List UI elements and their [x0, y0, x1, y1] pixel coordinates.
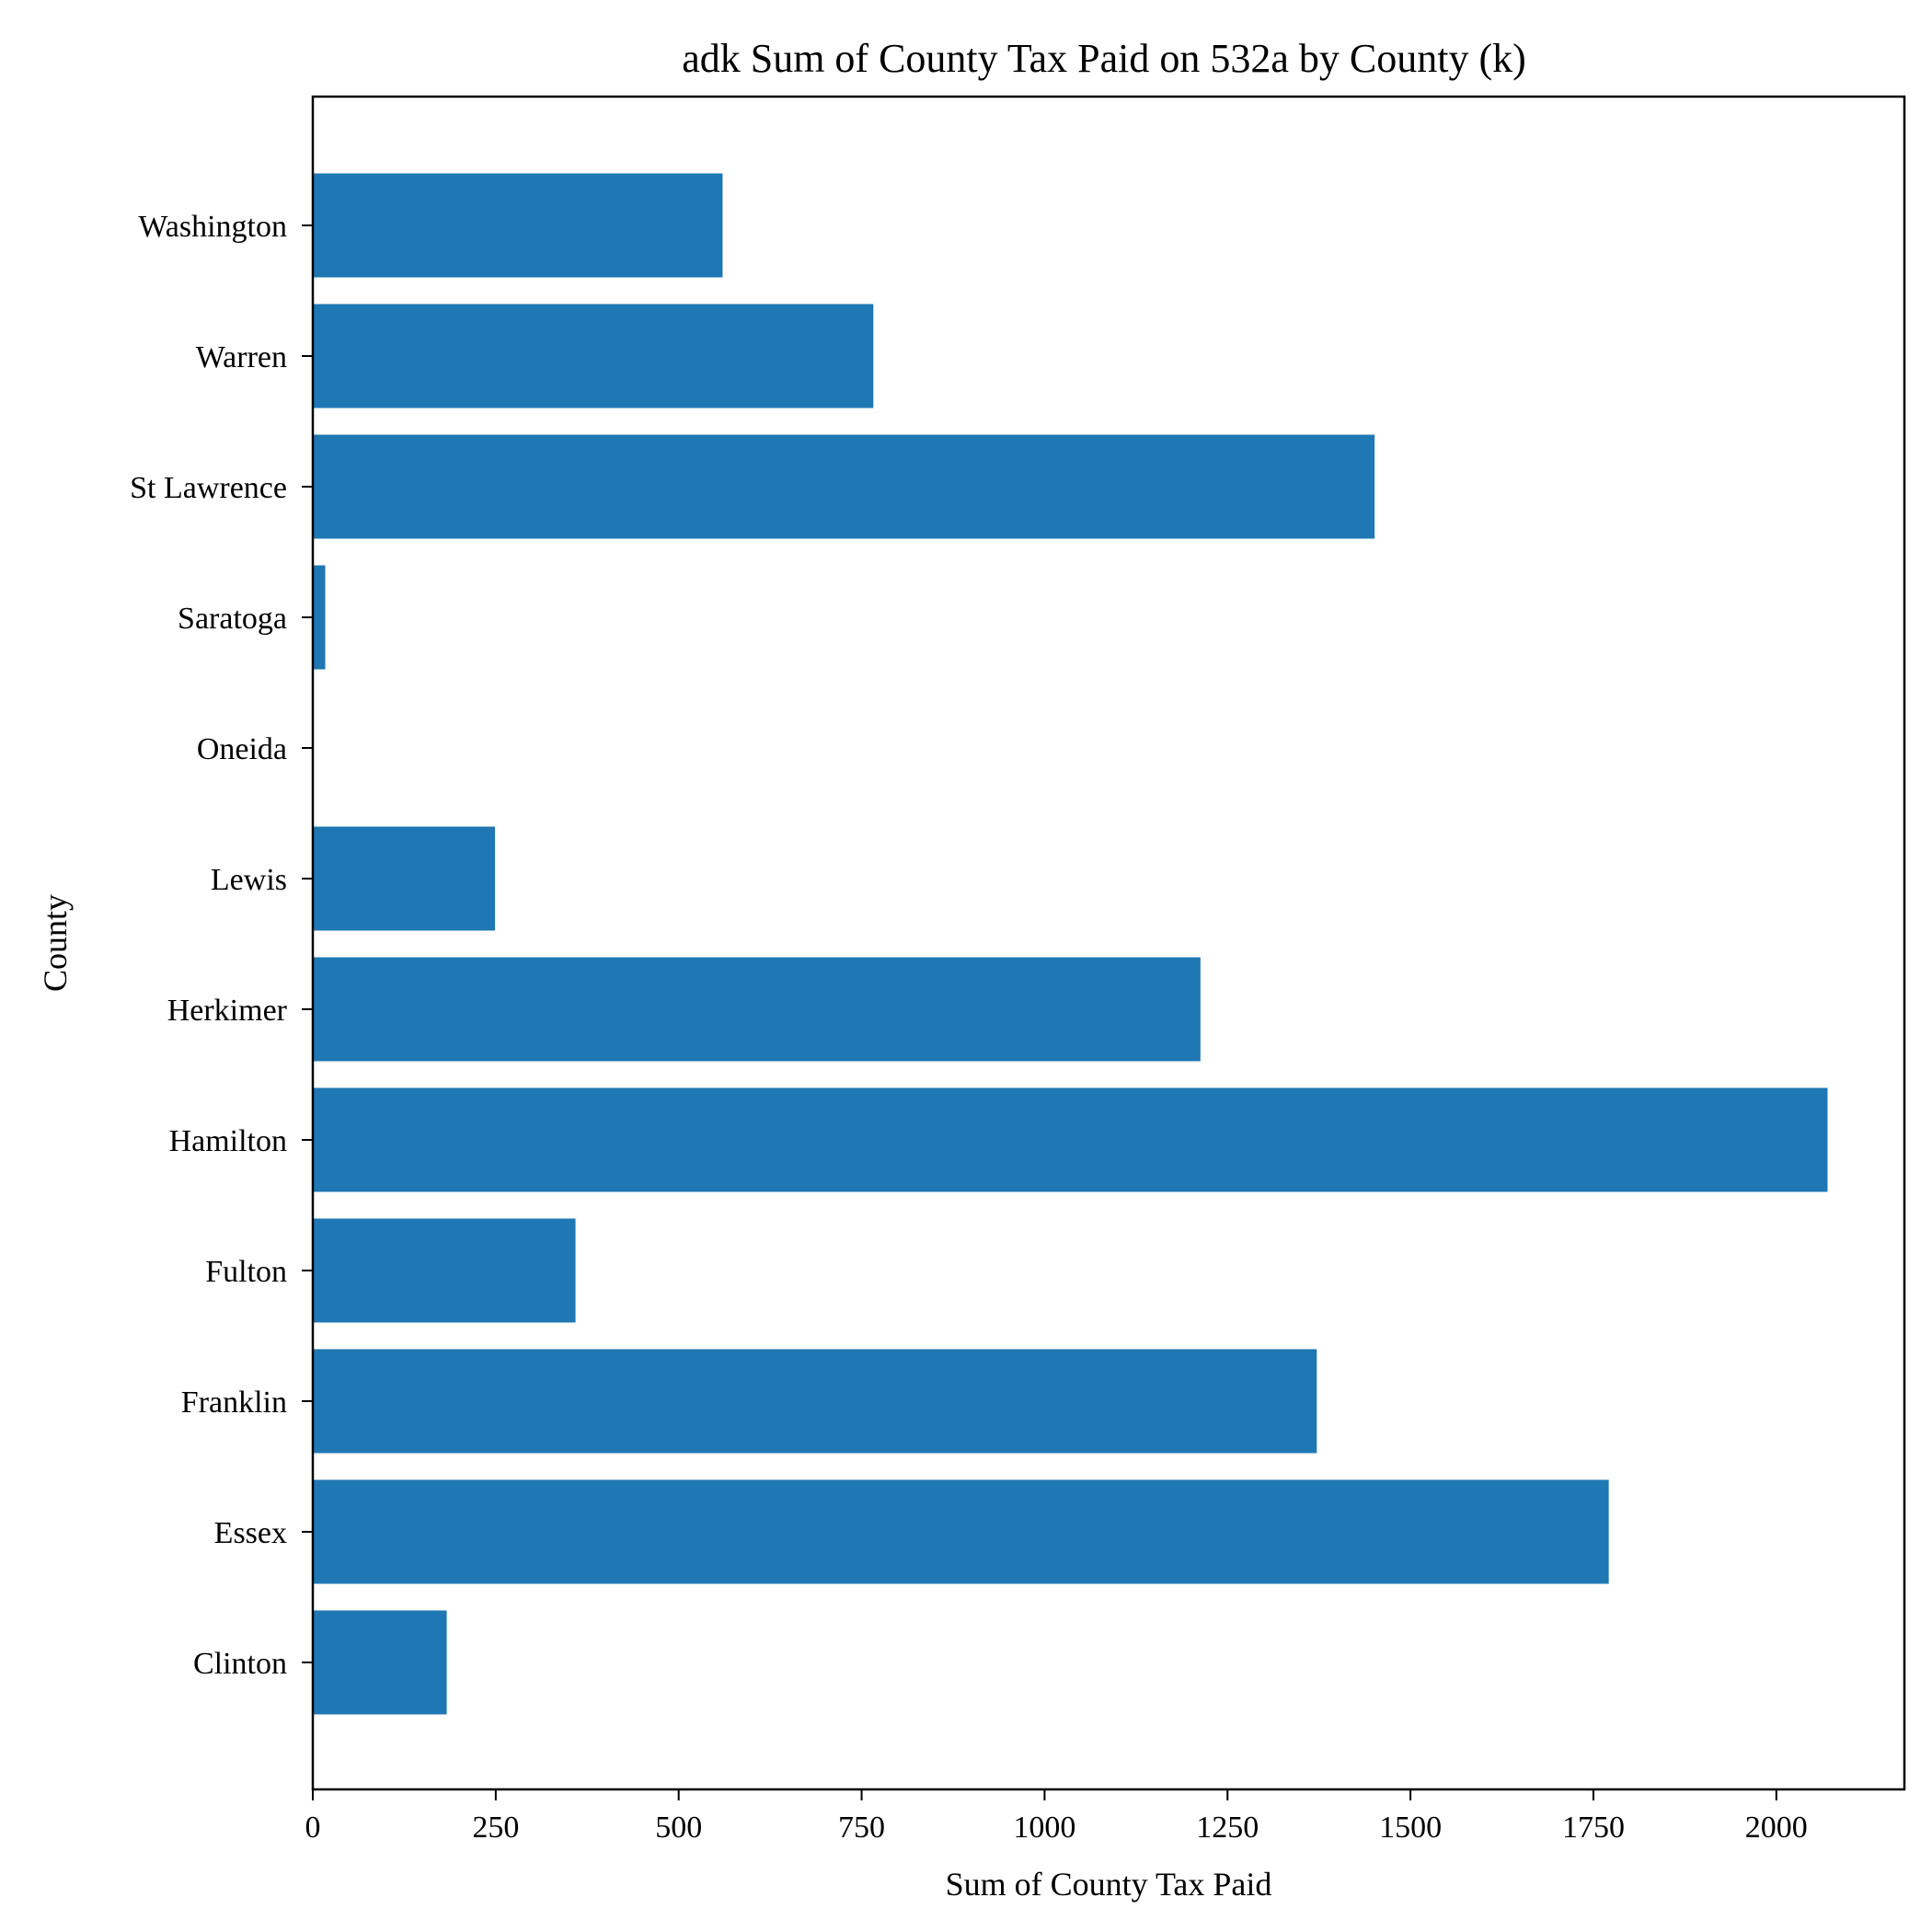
- y-tick-label: Oneida: [197, 732, 287, 766]
- x-axis-label: Sum of County Tax Paid: [946, 1866, 1272, 1903]
- bar-franklin: [313, 1349, 1317, 1454]
- x-axis-ticks: 0 250 500 750 1000 1250 1500 1750 2000: [305, 1789, 1808, 1845]
- y-tick-label: Franklin: [181, 1386, 287, 1420]
- y-axis-label: County: [37, 894, 74, 992]
- y-tick-label: Fulton: [205, 1255, 287, 1289]
- bar-clinton: [313, 1610, 447, 1715]
- x-tick-label: 1000: [1013, 1811, 1075, 1845]
- x-tick-label: 1750: [1562, 1811, 1625, 1845]
- bar-lewis: [313, 826, 496, 931]
- y-tick-label: Essex: [214, 1516, 287, 1550]
- y-tick-label: Washington: [138, 210, 287, 244]
- bar-herkimer: [313, 957, 1201, 1062]
- bar-washington: [313, 173, 723, 278]
- x-tick-label: 1250: [1196, 1811, 1259, 1845]
- y-tick-label: Herkimer: [167, 994, 288, 1028]
- y-tick-label: Warren: [196, 340, 287, 374]
- bar-essex: [313, 1479, 1609, 1584]
- bar-hamilton: [313, 1087, 1828, 1192]
- x-tick-label: 250: [472, 1811, 519, 1845]
- y-tick-label: Saratoga: [178, 602, 287, 636]
- y-tick-label: Clinton: [193, 1647, 287, 1681]
- y-tick-label: Lewis: [211, 863, 287, 897]
- x-tick-label: 2000: [1745, 1811, 1808, 1845]
- bar-st-lawrence: [313, 434, 1375, 539]
- bar-saratoga: [313, 565, 326, 670]
- x-tick-label: 750: [838, 1811, 885, 1845]
- chart-title: adk Sum of County Tax Paid on 532a by Co…: [682, 36, 1526, 81]
- x-tick-label: 500: [655, 1811, 702, 1845]
- x-tick-label: 1500: [1379, 1811, 1442, 1845]
- x-tick-label: 0: [305, 1811, 321, 1845]
- bar-warren: [313, 304, 874, 408]
- bar-fulton: [313, 1218, 576, 1323]
- y-tick-label: St Lawrence: [130, 471, 287, 505]
- y-tick-label: Hamilton: [169, 1124, 287, 1158]
- plot-frame: [311, 95, 1906, 1791]
- y-axis-ticks: Clinton Essex Franklin Fulton Hamilton Herkim…: [130, 210, 313, 1681]
- bars-group: [313, 173, 1828, 1715]
